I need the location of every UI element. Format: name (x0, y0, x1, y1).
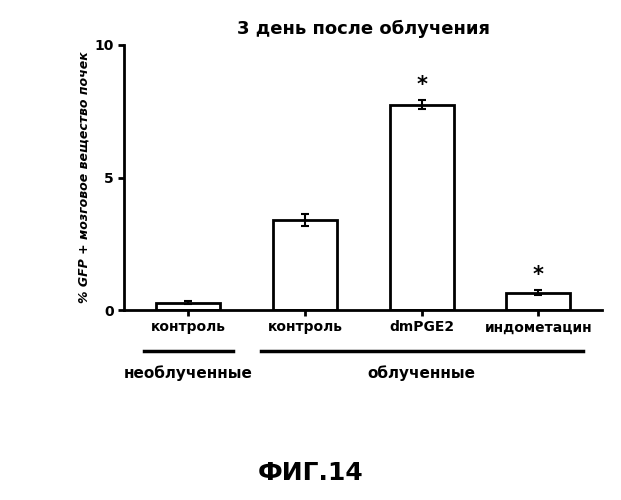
Bar (273, 220, 337, 310)
Bar (506, 293, 570, 310)
Text: ФИГ.14: ФИГ.14 (258, 461, 363, 485)
Text: *: * (416, 74, 427, 94)
Y-axis label: % GFP + мозговое вещество почек: % GFP + мозговое вещество почек (77, 52, 90, 304)
Text: необлученные: необлученные (124, 366, 253, 382)
Text: облученные: облученные (368, 366, 476, 382)
Text: *: * (533, 265, 544, 285)
Bar (389, 104, 454, 310)
Title: 3 день после облучения: 3 день после облучения (237, 20, 490, 38)
Bar (156, 302, 220, 310)
